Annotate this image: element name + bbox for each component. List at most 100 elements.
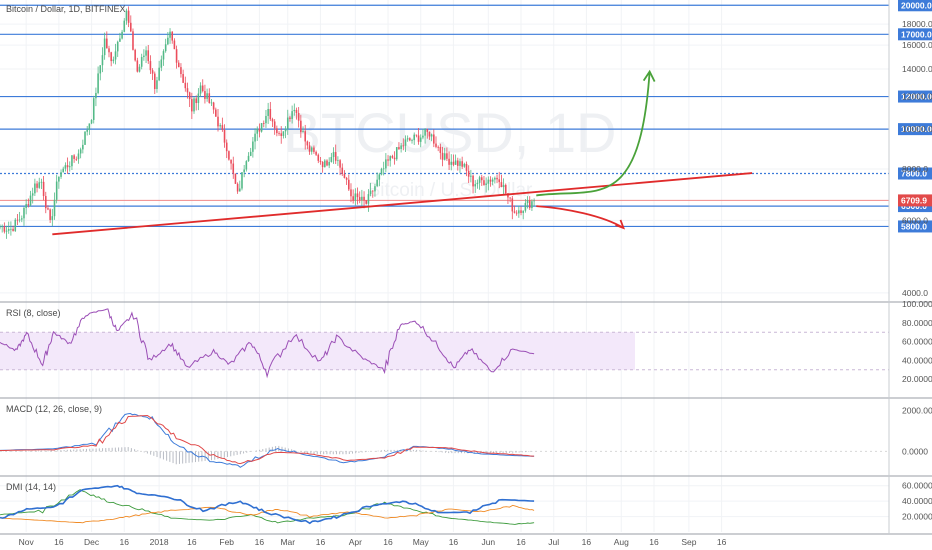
x-tick-label: 16 <box>717 537 727 547</box>
candle-body <box>239 188 241 192</box>
x-tick-label: Apr <box>349 537 362 547</box>
candle-body <box>234 173 237 184</box>
candle-body <box>463 163 466 167</box>
candle-body <box>428 131 431 137</box>
candle-body <box>254 133 256 142</box>
candle-body <box>315 151 317 155</box>
candle-body <box>452 161 455 165</box>
price-level-badge <box>898 90 932 103</box>
candle-body <box>269 109 272 120</box>
axes: Nov 16 Dec 16 2018 16 Feb 16 Mar 16 Apr 16 May 16 Jun 1… <box>19 19 932 547</box>
candle-body <box>134 49 136 61</box>
candle-body <box>524 202 527 211</box>
y-tick-label: 16000.0 <box>902 40 932 50</box>
candle-body <box>252 141 254 152</box>
price-levels[interactable]: 20000.017000.012000.010000.07800.06500.0… <box>0 0 932 233</box>
candle-body <box>363 196 365 201</box>
candle-body <box>119 38 121 42</box>
candle-body <box>201 85 204 92</box>
candle-body <box>306 141 309 146</box>
candle-body <box>188 92 191 100</box>
candle-body <box>352 196 354 201</box>
candle-body <box>58 176 60 182</box>
candle-body <box>476 182 479 185</box>
x-tick-label: 16 <box>516 537 526 547</box>
candle-body <box>245 161 248 170</box>
macd-title: MACD (12, 26, close, 9) <box>6 404 102 414</box>
candle-body <box>406 138 409 140</box>
x-tick-label: 16 <box>582 537 592 547</box>
candle-body <box>265 115 267 124</box>
candle-body <box>138 66 141 72</box>
candle-body <box>7 229 10 231</box>
candle-body <box>262 123 265 124</box>
rsi-title: RSI (8, close) <box>6 308 61 318</box>
candle-body <box>385 159 387 169</box>
candle-body <box>38 182 41 188</box>
candle-body <box>291 111 293 119</box>
candle-body <box>53 199 56 217</box>
candle-body <box>459 161 461 166</box>
candle-body <box>276 128 278 134</box>
candle-body <box>478 177 481 183</box>
rsi-band <box>0 331 889 371</box>
candle-body <box>210 102 213 104</box>
candle-body <box>232 163 235 174</box>
candle-body <box>21 218 23 220</box>
candle-body <box>494 177 496 180</box>
down-arrow-line <box>536 205 624 229</box>
candle-body <box>66 165 69 168</box>
candle-body <box>60 172 62 177</box>
y-tick-label: 60.0000 <box>902 481 932 491</box>
candle-body <box>206 93 208 99</box>
candle-body <box>99 65 102 74</box>
candle-body <box>467 170 470 177</box>
candle-body <box>419 137 422 142</box>
x-tick-label: 16 <box>449 537 459 547</box>
y-tick-label: 2000.0000 <box>902 405 932 415</box>
rsi-line <box>0 308 535 379</box>
candle-body <box>36 183 38 188</box>
candle-body <box>398 147 400 149</box>
candle-body <box>86 129 88 132</box>
candle-body <box>422 135 424 138</box>
candle-body <box>199 85 202 94</box>
candle-body <box>271 119 274 122</box>
candle-body <box>156 80 158 90</box>
candle-body <box>47 208 49 210</box>
di-plus-line <box>0 489 535 525</box>
candle-body <box>77 153 80 160</box>
candle-body <box>123 20 126 32</box>
projection-arrows[interactable] <box>536 69 656 230</box>
candle-body <box>402 145 405 147</box>
current-price-badge <box>898 194 932 207</box>
candle-body <box>433 134 435 144</box>
candle-body <box>446 153 448 159</box>
candle-body <box>31 193 34 196</box>
y-tick-label: 10000.0 <box>902 124 932 134</box>
candle-body <box>341 167 344 175</box>
candle-body <box>73 155 75 159</box>
candle-body <box>280 133 283 136</box>
trendline[interactable] <box>52 172 753 236</box>
y-tick-label: 0.0000 <box>902 446 928 456</box>
candle-body <box>404 139 407 146</box>
candle-body <box>531 201 533 209</box>
candle-body <box>116 41 119 52</box>
candle-body <box>400 145 402 149</box>
candle-body <box>23 207 25 219</box>
panel-separators[interactable] <box>0 0 932 535</box>
candle-body <box>212 102 215 110</box>
candle-body <box>300 120 302 133</box>
candle-body <box>439 146 442 153</box>
candle-body <box>3 226 6 232</box>
candle-body <box>496 177 498 180</box>
candle-body <box>1 226 3 228</box>
candle-body <box>443 153 446 160</box>
trendline-line <box>52 172 753 236</box>
candle-body <box>25 204 27 208</box>
dmi-title: DMI (14, 14) <box>6 482 56 492</box>
candle-body <box>284 128 287 132</box>
